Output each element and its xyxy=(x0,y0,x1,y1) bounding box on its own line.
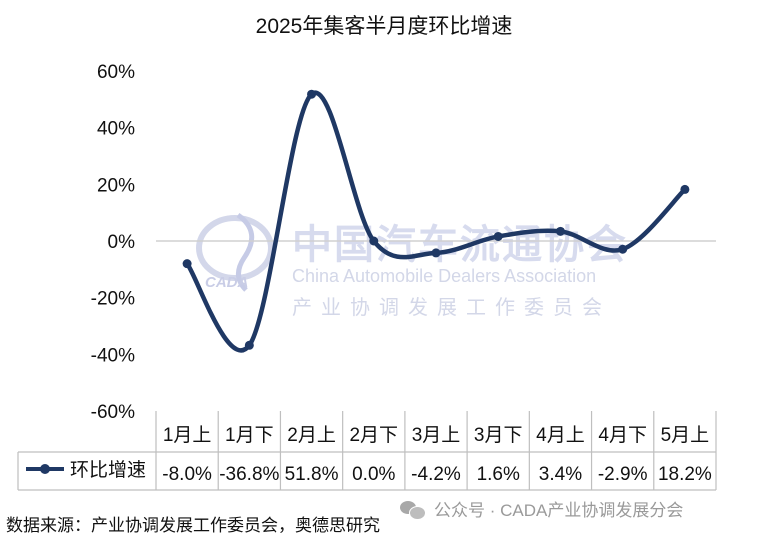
chart-title: 2025年集客半月度环比增速 xyxy=(256,15,513,38)
watermark: CADA 中国汽车流通协会 China Automobile Dealers A… xyxy=(196,212,628,319)
data-point xyxy=(182,259,192,269)
watermark-en: China Automobile Dealers Association xyxy=(292,266,596,286)
y-tick-label: -60% xyxy=(91,402,135,423)
x-tick-label: 4月上 xyxy=(536,424,585,446)
y-tick-label: 40% xyxy=(97,119,135,140)
data-point xyxy=(431,248,441,258)
series-points xyxy=(182,89,690,350)
data-point xyxy=(493,231,503,241)
y-tick-label: 60% xyxy=(97,62,135,83)
x-tick-label: 3月下 xyxy=(474,425,523,446)
data-point xyxy=(244,340,254,350)
x-tick-label: 5月上 xyxy=(661,424,710,446)
x-tick-label: 2月下 xyxy=(349,425,398,446)
data-point xyxy=(618,244,628,254)
watermark-cn: 中国汽车流通协会 xyxy=(292,223,628,267)
y-tick-label: -20% xyxy=(91,289,135,310)
watermark-cn2: 产业协调发展工作委员会 xyxy=(292,296,611,319)
data-label: 1.6% xyxy=(477,464,520,485)
data-label: -36.8% xyxy=(219,464,279,485)
watermark-logo-text: CADA xyxy=(205,274,248,291)
x-tick-label: 2月上 xyxy=(287,424,336,446)
data-point xyxy=(680,184,690,194)
data-label: -2.9% xyxy=(598,464,648,485)
legend-marker-dot xyxy=(40,464,50,474)
wechat-account-label: 公众号 · CADA产业协调发展分会 xyxy=(434,501,684,520)
y-axis: 60% 40% 20% 0% -20% -40% -60% xyxy=(91,62,135,423)
x-tick-label: 1月上 xyxy=(163,424,212,446)
data-point xyxy=(307,89,317,99)
data-table: 1月上 1月下 2月上 2月下 3月上 3月下 4月上 4月下 5月上 环比增速 -8.0% -3… xyxy=(17,411,717,491)
data-label: -8.0% xyxy=(162,464,212,485)
y-tick-label: 0% xyxy=(108,232,136,253)
x-tick-label: 1月下 xyxy=(225,425,274,446)
legend-cell: 环比增速 xyxy=(26,459,146,481)
source-note: 数据来源：产业协调发展工作委员会，奥德思研究 xyxy=(6,516,380,535)
data-label: 3.4% xyxy=(539,464,582,485)
data-label: -4.2% xyxy=(411,464,461,485)
cada-logo-icon: CADA xyxy=(196,212,274,292)
series-line xyxy=(184,90,688,353)
x-tick-label: 4月下 xyxy=(598,425,647,446)
data-label: 51.8% xyxy=(285,464,339,485)
x-tick-label: 3月上 xyxy=(412,424,461,446)
data-label: 0.0% xyxy=(352,464,395,485)
data-point xyxy=(555,226,565,236)
y-tick-label: -40% xyxy=(91,345,135,366)
wechat-icon xyxy=(400,499,426,520)
data-label: 18.2% xyxy=(658,464,712,485)
y-tick-label: 20% xyxy=(97,175,135,196)
data-point xyxy=(369,236,379,246)
wechat-account: 公众号 · CADA产业协调发展分会 xyxy=(400,496,683,521)
legend-label: 环比增速 xyxy=(70,459,146,481)
